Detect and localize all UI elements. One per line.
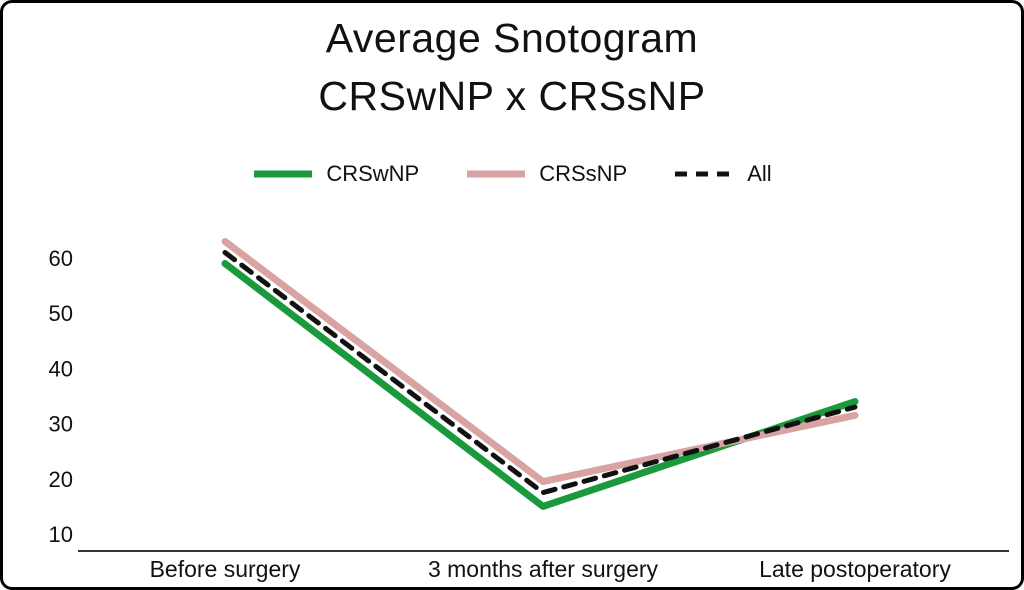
x-category-label: Late postoperatory — [759, 556, 951, 582]
y-tick-label: 50 — [49, 301, 73, 326]
series-line-crssnp — [221, 237, 859, 486]
x-category-label: 3 months after surgery — [428, 556, 659, 582]
legend-item-all: All — [673, 161, 772, 187]
line-chart: 10 20 30 40 50 60 Before surgery 3 months after… — [49, 237, 1009, 582]
legend-swatch-crswnp — [254, 170, 313, 178]
y-tick-label: 30 — [49, 412, 73, 437]
legend-label-crswnp: CRSwNP — [326, 161, 420, 186]
chart-title: Average Snotogram CRSwNP x CRSsNP — [3, 9, 1021, 125]
y-tick-label: 10 — [49, 522, 73, 547]
legend-swatch-all — [675, 171, 734, 177]
series-line-all — [222, 249, 858, 496]
legend-label-crssnp: CRSsNP — [539, 161, 628, 186]
legend: CRSwNP CRSsNP All — [3, 161, 1021, 187]
y-tick-label: 20 — [49, 467, 73, 492]
legend-label-all: All — [747, 161, 772, 186]
chart-title-line2: CRSwNP x CRSsNP — [318, 73, 706, 120]
series-line-crswnp — [221, 260, 859, 510]
y-tick-label: 60 — [49, 246, 73, 271]
legend-item-crssnp: CRSsNP — [465, 161, 627, 187]
y-tick-label: 40 — [49, 356, 73, 381]
chart-title-line1: Average Snotogram — [325, 15, 699, 61]
legend-swatch-crssnp — [467, 170, 526, 178]
legend-item-crswnp: CRSwNP — [252, 161, 419, 187]
x-category-label: Before surgery — [150, 556, 301, 582]
